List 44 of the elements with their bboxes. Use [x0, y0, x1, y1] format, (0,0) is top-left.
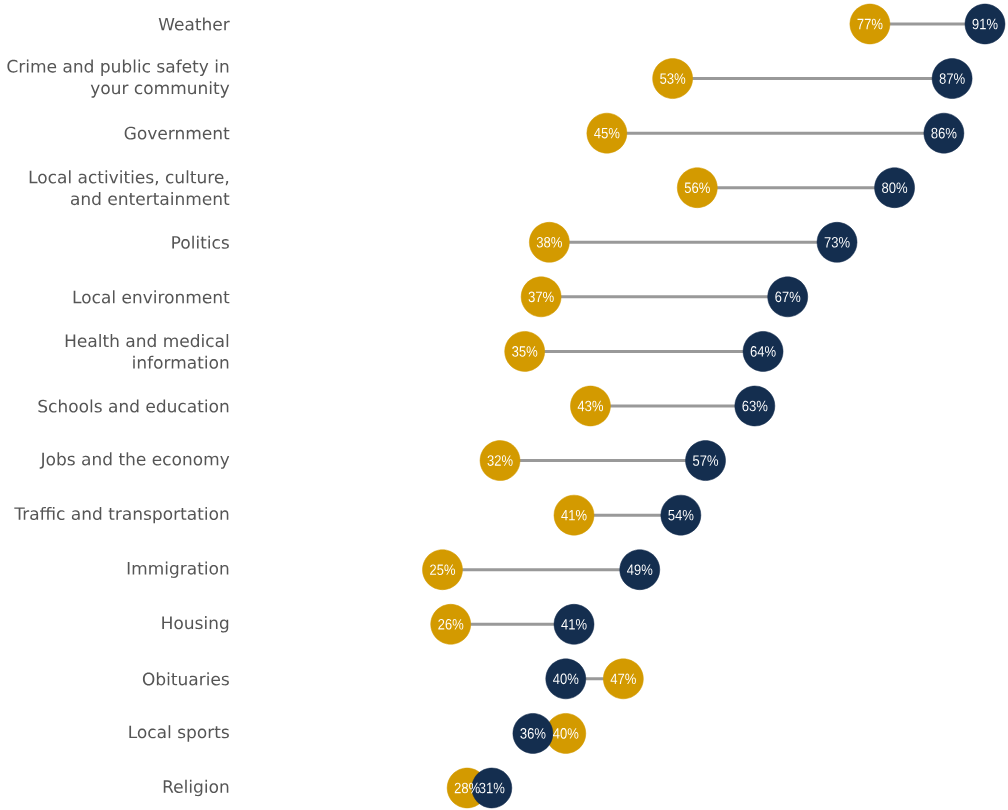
data-label: 49%	[626, 564, 653, 576]
data-label: 35%	[512, 346, 538, 357]
y-tick-label: Health and medical information	[65, 333, 229, 369]
data-label: 57%	[692, 455, 719, 466]
data-label: 67%	[775, 291, 801, 303]
data-label: 91%	[972, 18, 998, 30]
y-tick-label: Politics	[172, 235, 229, 249]
y-tick-label: Housing	[162, 616, 229, 633]
data-label: 64%	[750, 346, 776, 357]
data-label: 56%	[684, 182, 710, 194]
y-tick-label: Local sports	[129, 725, 229, 742]
data-label: 36%	[520, 728, 546, 739]
data-label: 77%	[857, 18, 883, 30]
data-label: 38%	[536, 236, 562, 248]
y-tick-label: Weather	[158, 17, 230, 31]
data-label: 87%	[939, 73, 965, 84]
data-label: 86%	[931, 127, 957, 139]
y-tick-label: Local activities, culture, and entertainment	[29, 170, 230, 206]
y-tick-label: Jobs and the economy	[39, 452, 230, 469]
y-tick-label: Local environment	[73, 290, 230, 304]
data-label: 53%	[660, 73, 686, 84]
data-label: 80%	[882, 182, 908, 194]
data-label: 26%	[438, 618, 464, 630]
y-tick-label: Traffic and transportation	[14, 506, 229, 524]
data-label: 40%	[553, 673, 579, 685]
y-tick-label: Immigration	[127, 561, 229, 578]
data-label: 63%	[742, 400, 768, 412]
data-label: 32%	[487, 455, 513, 466]
y-tick-label: Government	[124, 126, 230, 140]
data-label: 54%	[668, 509, 694, 521]
data-label: 73%	[824, 236, 850, 248]
data-label: 47%	[610, 673, 636, 685]
data-label: 31%	[479, 782, 505, 794]
data-label: 25%	[430, 564, 456, 576]
y-tick-label: Crime and public safety in your community	[7, 59, 230, 98]
data-label: 45%	[594, 127, 620, 139]
data-label: 41%	[561, 619, 587, 630]
data-label: 43%	[577, 400, 604, 412]
data-label: 40%	[553, 728, 579, 739]
y-tick-label: Obituaries	[142, 672, 229, 686]
data-label: 37%	[528, 291, 554, 303]
data-label: 41%	[561, 509, 587, 521]
y-tick-label: Religion	[163, 779, 229, 797]
y-tick-label: Schools and education	[38, 399, 229, 413]
